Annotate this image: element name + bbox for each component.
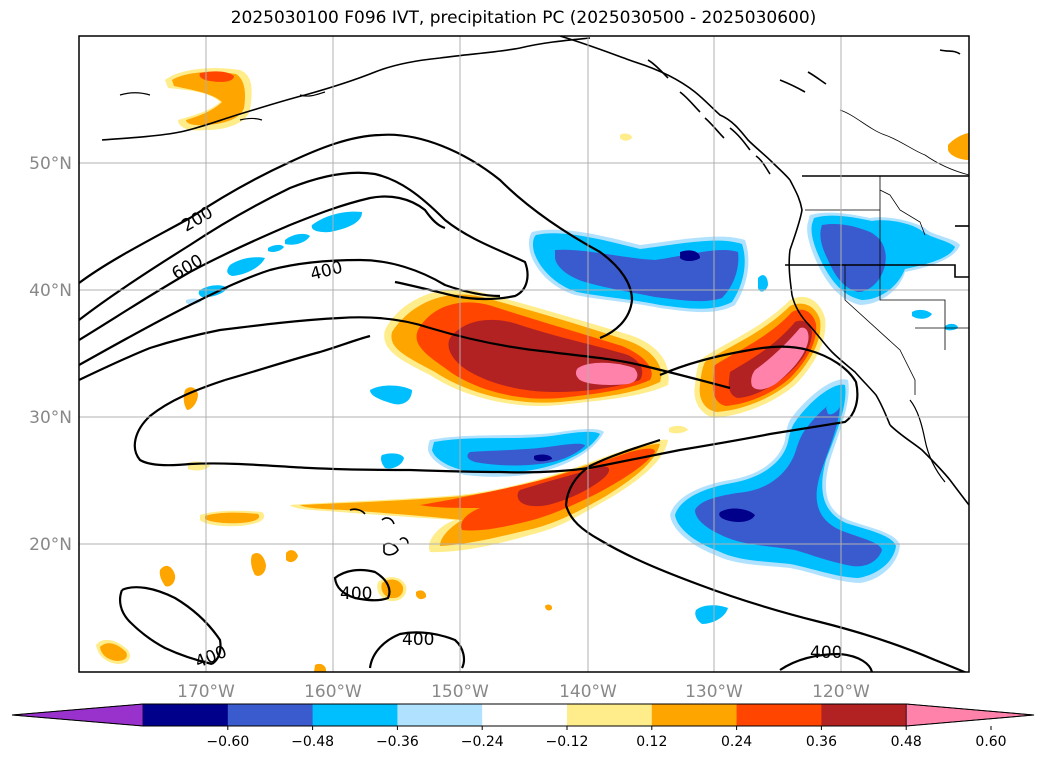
colorbar-tick-label: −0.48 <box>291 734 334 750</box>
coastline <box>101 36 969 556</box>
colorbar-segment <box>143 704 229 726</box>
colorbar-segment <box>227 704 314 726</box>
lon-label-170w: 170°W <box>177 682 235 702</box>
map-frame <box>78 35 970 673</box>
colorbar-extend-low <box>11 703 144 727</box>
colorbar-tick-label: −0.12 <box>546 734 589 750</box>
colorbar-tick-label: 0.36 <box>806 734 837 750</box>
colorbar-segment <box>312 704 398 726</box>
colorbar-tick-label: −0.36 <box>376 734 419 750</box>
contour-label-400-south: 400 <box>402 630 434 650</box>
country-borders <box>785 175 969 278</box>
lon-label-150w: 150°W <box>431 682 489 702</box>
colorbar-extend-high <box>905 703 1035 727</box>
lon-label-120w: 120°W <box>812 682 870 702</box>
colorbar-tick-label: −0.60 <box>206 734 249 750</box>
lat-label-50n: 50°N <box>29 154 72 174</box>
positive-anomaly-subtropical <box>290 439 668 553</box>
colorbar-tick-label: 0.60 <box>975 734 1006 750</box>
latitude-labels: 50°N 40°N 30°N 20°N <box>29 154 72 555</box>
colorbar-segment <box>397 704 483 726</box>
lon-label-160w: 160°W <box>304 682 362 702</box>
contour-label-400-island: 400 <box>340 584 372 604</box>
colorbar-tick-label: 0.24 <box>721 734 752 750</box>
colorbar-segment <box>651 704 738 726</box>
lat-label-30n: 30°N <box>29 408 72 428</box>
colorbar-outline <box>11 703 1035 727</box>
colorbar-segment <box>567 704 653 726</box>
lon-label-130w: 130°W <box>685 682 743 702</box>
lat-label-40n: 40°N <box>29 281 72 301</box>
colorbar-segment <box>482 704 568 726</box>
negative-anomaly-midlatitude <box>370 385 604 477</box>
negative-anomaly-northwest-streaks <box>186 211 362 305</box>
colorbar-segment <box>736 704 822 726</box>
colorbar-tick-label: 0.48 <box>891 734 922 750</box>
map-title: 2025030100 F096 IVT, precipitation PC (2… <box>230 8 817 28</box>
lon-label-140w: 140°W <box>559 682 617 702</box>
colorbar-tick-label: 0.12 <box>636 734 667 750</box>
colorbar-tick-label: −0.24 <box>461 734 504 750</box>
colorbar: −0.60 −0.48 −0.36 −0.24 −0.12 0.12 0.24 0.36 0.4… <box>11 703 1035 750</box>
longitude-labels: 170°W 160°W 150°W 140°W 130°W 120°W <box>177 682 870 702</box>
state-borders <box>805 109 969 395</box>
lat-label-20n: 20°N <box>29 535 72 555</box>
positive-anomaly-small-blobs <box>96 68 969 672</box>
contour-label-400-southeast: 400 <box>810 643 842 663</box>
gridlines <box>79 36 969 672</box>
colorbar-segment <box>821 704 907 726</box>
